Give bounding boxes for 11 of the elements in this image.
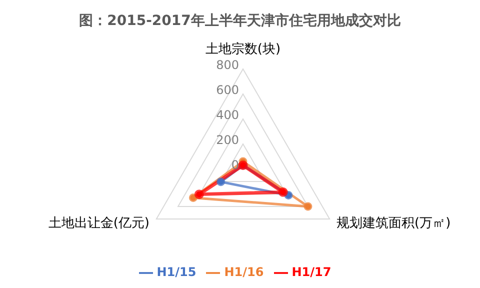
legend-label: H1/15	[156, 265, 196, 280]
legend-label: H1/17	[292, 265, 332, 280]
spoke-label: 规划建筑面积(万㎡)	[336, 216, 451, 231]
chart-title: 图：2015-2017年上半年天津市住宅用地成交对比	[78, 12, 402, 31]
y-tick-label: 800	[216, 58, 239, 72]
y-tick-label: 200	[216, 133, 239, 147]
spoke-label: 土地出让金(亿元)	[48, 216, 150, 231]
y-tick-label: 400	[216, 108, 239, 122]
spoke-label: 土地宗数(块)	[205, 41, 281, 57]
y-tick-label: 600	[216, 83, 239, 97]
legend-label: H1/16	[224, 265, 264, 280]
